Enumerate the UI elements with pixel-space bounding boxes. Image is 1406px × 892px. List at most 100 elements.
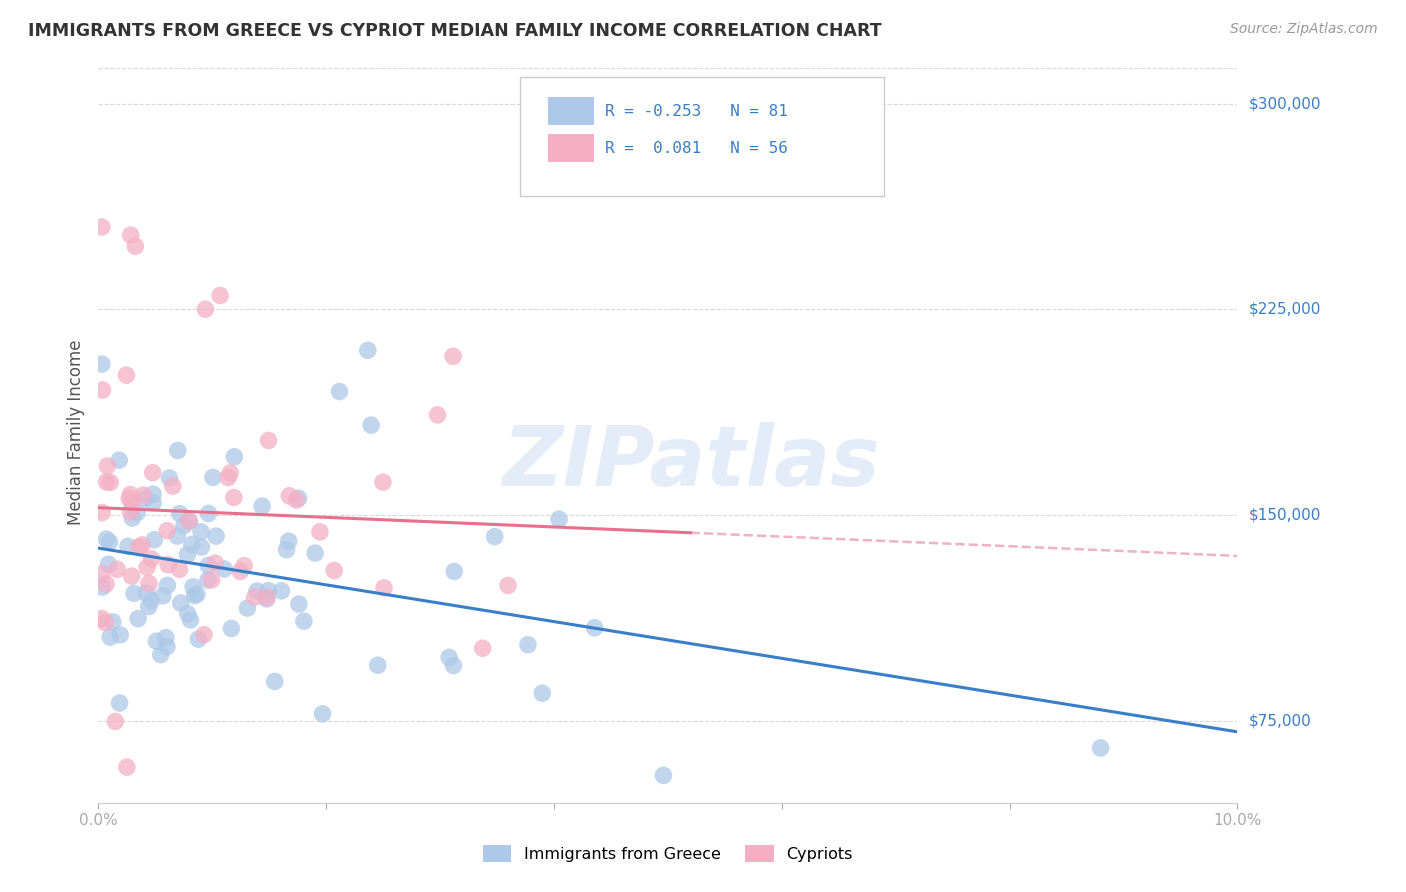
Point bbox=[217, 470, 239, 484]
Point bbox=[288, 597, 311, 611]
Point bbox=[277, 534, 299, 549]
Point bbox=[166, 443, 188, 458]
Point bbox=[357, 343, 380, 358]
Point bbox=[162, 479, 184, 493]
Point bbox=[257, 583, 280, 598]
Text: IMMIGRANTS FROM GREECE VS CYPRIOT MEDIAN FAMILY INCOME CORRELATION CHART: IMMIGRANTS FROM GREECE VS CYPRIOT MEDIAN… bbox=[28, 22, 882, 40]
Point bbox=[278, 489, 301, 503]
Point bbox=[136, 560, 159, 574]
Point bbox=[115, 368, 138, 383]
Point bbox=[367, 658, 389, 673]
Point bbox=[145, 634, 167, 648]
Point bbox=[170, 596, 193, 610]
Point bbox=[108, 696, 131, 710]
Point bbox=[1090, 741, 1112, 756]
Text: R =  0.081   N = 56: R = 0.081 N = 56 bbox=[605, 141, 789, 156]
Point bbox=[246, 584, 269, 599]
Point bbox=[180, 537, 202, 551]
Point bbox=[263, 674, 285, 689]
Point bbox=[96, 458, 118, 473]
Point bbox=[124, 239, 146, 253]
Point bbox=[127, 506, 149, 520]
Point bbox=[90, 611, 112, 625]
Point bbox=[201, 470, 224, 484]
Point bbox=[181, 580, 204, 594]
Point bbox=[179, 613, 201, 627]
Point bbox=[156, 524, 179, 538]
Point bbox=[441, 349, 464, 363]
Point bbox=[583, 621, 606, 635]
Point bbox=[121, 569, 143, 583]
Y-axis label: Median Family Income: Median Family Income bbox=[66, 340, 84, 525]
Text: $300,000: $300,000 bbox=[1249, 96, 1320, 112]
Point bbox=[94, 577, 117, 591]
Point bbox=[132, 488, 155, 502]
Point bbox=[166, 529, 188, 543]
Point bbox=[141, 593, 163, 607]
Point bbox=[121, 496, 143, 510]
Point bbox=[531, 686, 554, 700]
Point bbox=[304, 546, 326, 560]
Point bbox=[91, 580, 114, 594]
Point bbox=[309, 524, 332, 539]
Point bbox=[204, 556, 226, 570]
Point bbox=[121, 511, 143, 525]
Point bbox=[328, 384, 350, 399]
Point bbox=[236, 601, 259, 615]
Point bbox=[437, 650, 460, 665]
Point bbox=[128, 540, 150, 554]
Point bbox=[194, 302, 217, 317]
Point bbox=[197, 558, 219, 573]
Point bbox=[176, 548, 198, 562]
Point bbox=[143, 533, 166, 547]
FancyBboxPatch shape bbox=[520, 78, 884, 195]
Point bbox=[371, 475, 394, 490]
FancyBboxPatch shape bbox=[548, 135, 593, 162]
Point bbox=[105, 562, 128, 576]
Point bbox=[250, 499, 273, 513]
Point bbox=[90, 357, 112, 371]
Point bbox=[127, 612, 149, 626]
Point bbox=[214, 562, 236, 576]
Point bbox=[169, 562, 191, 576]
Point bbox=[155, 631, 177, 645]
Point bbox=[426, 408, 449, 422]
Point bbox=[120, 487, 142, 501]
Point bbox=[471, 641, 494, 656]
Point bbox=[117, 539, 139, 553]
Point bbox=[91, 506, 114, 520]
Point bbox=[104, 714, 127, 729]
Point bbox=[484, 530, 506, 544]
Point bbox=[190, 524, 212, 539]
Point bbox=[157, 471, 180, 485]
Point bbox=[257, 434, 280, 448]
Point bbox=[323, 564, 346, 578]
Text: $225,000: $225,000 bbox=[1249, 301, 1320, 317]
Point bbox=[373, 581, 395, 595]
FancyBboxPatch shape bbox=[548, 97, 593, 126]
Text: R = -0.253   N = 81: R = -0.253 N = 81 bbox=[605, 103, 789, 119]
Point bbox=[276, 542, 298, 557]
Point bbox=[209, 288, 232, 302]
Point bbox=[360, 418, 382, 433]
Point bbox=[169, 507, 191, 521]
Point bbox=[142, 487, 165, 501]
Text: $150,000: $150,000 bbox=[1249, 508, 1320, 523]
Point bbox=[157, 558, 180, 572]
Point bbox=[120, 505, 142, 519]
Point bbox=[496, 578, 519, 592]
Point bbox=[517, 638, 540, 652]
Point bbox=[90, 219, 112, 234]
Text: Source: ZipAtlas.com: Source: ZipAtlas.com bbox=[1230, 22, 1378, 37]
Point bbox=[197, 507, 219, 521]
Point bbox=[219, 466, 242, 480]
Point bbox=[200, 573, 222, 587]
Point bbox=[98, 630, 121, 644]
Point bbox=[138, 576, 160, 591]
Point bbox=[156, 578, 179, 592]
Point bbox=[156, 640, 179, 654]
Point bbox=[652, 768, 675, 782]
Point bbox=[101, 615, 124, 629]
Point bbox=[108, 628, 131, 642]
Point bbox=[443, 658, 465, 673]
